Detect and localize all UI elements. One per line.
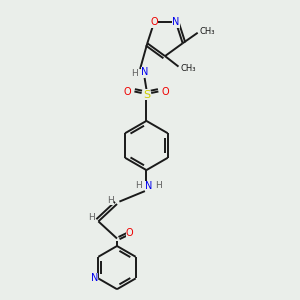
Text: O: O — [161, 86, 169, 97]
Text: S: S — [143, 89, 150, 100]
Text: H: H — [156, 182, 162, 190]
Text: H: H — [135, 182, 141, 190]
Text: O: O — [150, 17, 158, 28]
Text: N: N — [91, 273, 98, 284]
Text: O: O — [126, 228, 134, 238]
Text: H: H — [131, 69, 137, 78]
Text: N: N — [172, 17, 180, 28]
Text: H: H — [107, 196, 114, 205]
Text: CH₃: CH₃ — [200, 27, 215, 36]
Text: N: N — [145, 181, 152, 191]
Text: CH₃: CH₃ — [180, 64, 196, 73]
Text: O: O — [124, 86, 132, 97]
Text: N: N — [141, 67, 148, 77]
Text: H: H — [88, 213, 95, 222]
